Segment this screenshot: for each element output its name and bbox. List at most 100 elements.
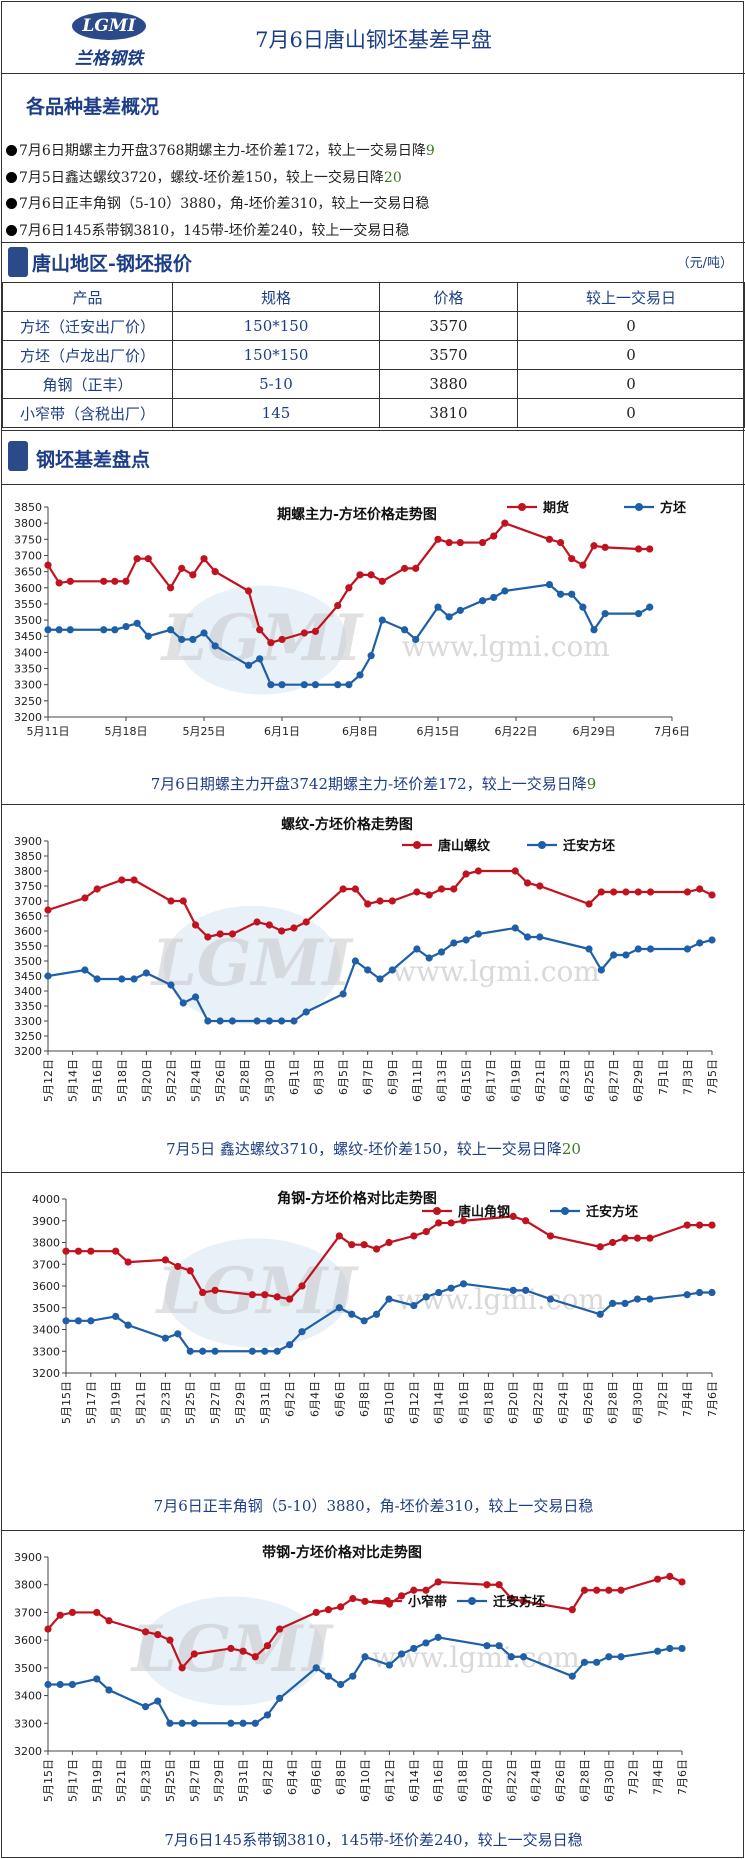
data-point [621, 1234, 629, 1242]
x-tick-label: 5月31日 [259, 1381, 272, 1424]
data-point [111, 577, 119, 585]
data-point [634, 945, 642, 953]
chart-angle-billet: LGMI www.lgmi.com 3200 3300 3400 3500 3600 3700… [2, 1172, 745, 1530]
y-tick-label: 3700 [32, 1258, 60, 1271]
data-point [263, 1711, 272, 1719]
x-tick-label: 5月26日 [214, 1059, 227, 1102]
data-point [708, 936, 716, 944]
table-cell: 角钢（正丰） [2, 369, 173, 399]
data-point [450, 885, 458, 893]
data-point [324, 1606, 333, 1614]
data-point [437, 885, 446, 893]
watermark-ellipse [177, 585, 347, 695]
data-point [298, 1282, 306, 1290]
y-tick-label: 3550 [14, 940, 42, 953]
data-point [122, 577, 130, 585]
x-tick-label: 7月2日 [627, 1759, 640, 1795]
data-point [478, 597, 487, 605]
data-point [55, 626, 63, 634]
data-point [447, 1219, 455, 1227]
data-point [385, 1295, 393, 1303]
legend-label: 期货 [543, 500, 569, 516]
data-point [474, 867, 482, 875]
data-point [601, 610, 609, 618]
data-point [228, 930, 237, 938]
data-point [179, 999, 187, 1007]
data-point [388, 966, 396, 974]
data-point [81, 966, 89, 974]
table-row: 角钢（正丰） 5-10 3880 0 [2, 369, 745, 399]
data-point [239, 1647, 247, 1655]
data-point [434, 603, 442, 611]
data-point [605, 1653, 613, 1661]
bullet-icon [6, 171, 17, 183]
chart-title: 螺纹-方坯价格走势图 [281, 816, 413, 833]
x-tick-label: 6月21日 [534, 1059, 547, 1102]
column-header: 产品 [2, 282, 173, 312]
data-point [261, 1347, 269, 1355]
data-point [378, 577, 386, 585]
data-point [286, 1295, 294, 1303]
logo-subtitle: 兰格钢铁 [75, 49, 143, 69]
data-point [556, 538, 565, 547]
data-point [267, 639, 275, 647]
data-point [167, 897, 175, 905]
data-point [290, 924, 298, 932]
data-point [199, 1347, 207, 1355]
data-point [367, 652, 375, 660]
chart-strip-billet: LGMI www.lgmi.com 3200 3300 3400 3500 3600 3700… [2, 1530, 745, 1859]
data-point [337, 1603, 345, 1611]
data-point [105, 1617, 113, 1625]
data-point [74, 1247, 83, 1255]
legend-marker [538, 841, 546, 849]
x-tick-label: 6月1日 [288, 1059, 301, 1095]
chart-caption-text: 7月6日145系带钢3810，145带-坯价差240，较上一交易日稳 [164, 1831, 583, 1849]
series-line [47, 521, 650, 644]
table-cell: 3570 [379, 311, 518, 341]
y-tick-label: 3800 [14, 517, 42, 530]
data-point [425, 891, 433, 899]
data-point [593, 1658, 601, 1666]
y-tick-label: 3250 [14, 695, 42, 708]
watermark-logo: LGMI [150, 926, 355, 1001]
x-tick-label: 5月27日 [188, 1759, 201, 1802]
data-point [81, 894, 89, 902]
column-header: 较上一交易日 [517, 282, 745, 312]
overview-item-text: 7月6日145系带钢3810，145带-坯价差240，较上一交易日稳 [19, 222, 410, 239]
data-point [118, 876, 126, 884]
data-point [683, 888, 692, 896]
logo-oval: LGMI [72, 12, 146, 40]
data-point [490, 532, 498, 540]
data-point [62, 1247, 70, 1255]
x-tick-label: 6月1日 [264, 725, 300, 738]
data-point [580, 1658, 589, 1666]
data-point [556, 590, 565, 598]
data-point [273, 1293, 281, 1301]
data-point [337, 1680, 345, 1689]
data-point [646, 888, 655, 896]
data-point [462, 870, 470, 878]
data-point [298, 1328, 306, 1336]
data-point [666, 1572, 674, 1580]
data-point [174, 1330, 182, 1338]
data-point [367, 571, 375, 579]
x-tick-label: 6月22日 [505, 1759, 518, 1802]
y-tick-label: 3600 [14, 582, 42, 595]
data-point [278, 1017, 286, 1025]
data-point [93, 1608, 101, 1617]
y-tick-label: 3500 [14, 614, 42, 627]
data-point [462, 936, 470, 944]
watermark-url: www.lgmi.com [392, 955, 600, 988]
data-point [621, 1299, 629, 1307]
data-point [445, 538, 453, 547]
overview-item: 7月6日正丰角钢（5-10）3880，角-坯价差310，较上一交易日稳 [6, 191, 435, 218]
logo-text: LGMI [82, 16, 136, 36]
data-point [265, 1017, 273, 1025]
x-tick-label: 6月22日 [532, 1381, 545, 1424]
x-tick-label: 6月27日 [608, 1059, 621, 1102]
chart-caption-text: 7月5日 鑫达螺纹3710，螺纹-坯价差150，较上一交易日降 [166, 1140, 562, 1158]
table-cell: 5-10 [172, 369, 380, 399]
basis-heading: 钢坯基差盘点 [36, 449, 151, 471]
x-tick-label: 6月8日 [342, 725, 378, 738]
data-point [678, 1644, 686, 1653]
